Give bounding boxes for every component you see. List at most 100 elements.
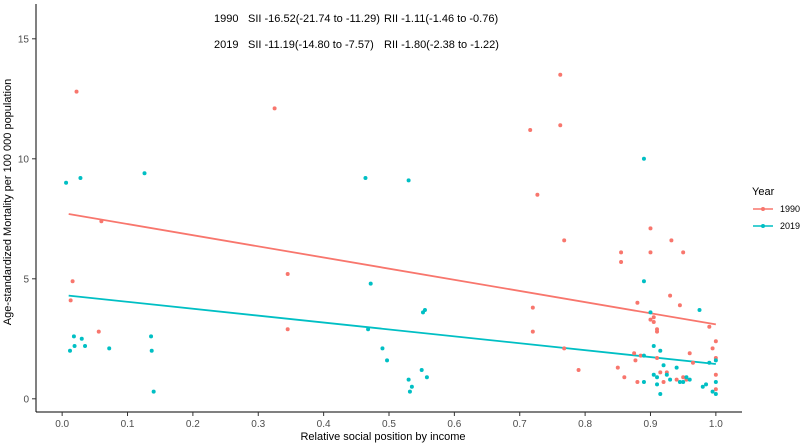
annotation-sii-2019: SII -11.19(-14.80 to -7.57) — [248, 39, 374, 51]
point-1990 — [651, 320, 656, 324]
scatter-points — [64, 72, 718, 396]
point-2019 — [83, 344, 88, 348]
point-1990 — [633, 358, 638, 363]
point-2019 — [407, 389, 412, 394]
point-1990 — [530, 305, 535, 310]
point-2019 — [71, 334, 76, 339]
legend-label-2019: 2019 — [780, 221, 800, 231]
point-2019 — [406, 377, 411, 382]
point-2019 — [641, 279, 646, 284]
y-axis: 0 5 10 15 — [18, 34, 36, 405]
point-2019 — [72, 344, 77, 348]
point-2019 — [655, 382, 660, 387]
point-1990 — [713, 387, 718, 392]
point-1990 — [648, 226, 653, 231]
point-2019 — [664, 372, 669, 377]
point-1990 — [70, 279, 75, 284]
point-1990 — [635, 300, 640, 305]
x-tick-label: 0.5 — [382, 419, 396, 430]
point-2019 — [409, 384, 414, 389]
point-1990 — [562, 238, 567, 243]
point-2019 — [422, 308, 427, 312]
x-tick-label: 0.9 — [644, 419, 658, 430]
annotation-rii-1990: RII -1.11(-1.46 to -0.76) — [384, 13, 498, 25]
point-2019 — [713, 392, 718, 396]
point-2019 — [661, 363, 666, 368]
point-1990 — [674, 377, 679, 382]
point-2019 — [684, 375, 689, 380]
x-tick-label: 1.0 — [709, 419, 723, 430]
point-2019 — [710, 389, 715, 394]
y-tick-label: 15 — [18, 34, 30, 45]
y-tick-label: 0 — [23, 394, 29, 405]
point-1990 — [638, 353, 643, 358]
point-2019 — [704, 382, 709, 387]
x-axis: 0.0 0.1 0.2 0.3 0.4 0.5 0.6 0.7 0.8 0.9 1.0 — [55, 412, 723, 430]
legend-key-point-2019 — [761, 224, 765, 228]
point-2019 — [142, 171, 147, 176]
x-tick-label: 0.1 — [121, 419, 135, 430]
point-1990 — [74, 89, 79, 94]
point-2019 — [366, 327, 371, 332]
legend: Year 1990 2019 — [752, 186, 800, 231]
point-2019 — [419, 368, 424, 372]
point-2019 — [641, 380, 646, 384]
point-1990 — [648, 250, 653, 255]
point-2019 — [713, 380, 718, 384]
point-1990 — [632, 351, 637, 356]
point-2019 — [67, 348, 72, 353]
annotation-year-1990: 1990 — [214, 13, 238, 25]
point-2019 — [681, 380, 686, 384]
point-2019 — [64, 180, 69, 185]
point-1990 — [615, 365, 620, 370]
point-2019 — [424, 375, 429, 380]
point-2019 — [697, 308, 702, 312]
point-1990 — [619, 260, 624, 264]
point-2019 — [368, 281, 373, 286]
point-2019 — [149, 334, 154, 339]
fit-line-2019 — [68, 294, 716, 365]
point-1990 — [651, 315, 656, 320]
plot-panel — [35, 4, 742, 413]
point-2019 — [79, 336, 84, 341]
point-2019 — [363, 176, 368, 180]
point-1990 — [562, 346, 567, 351]
point-1990 — [655, 356, 660, 360]
x-tick-label: 0.2 — [186, 419, 200, 430]
point-2019 — [78, 176, 83, 180]
point-2019 — [149, 348, 154, 353]
legend-label-1990: 1990 — [780, 204, 800, 214]
annotation-2019: 2019 SII -11.19(-14.80 to -7.57) RII -1.… — [214, 39, 499, 51]
point-2019 — [668, 377, 673, 382]
point-1990 — [707, 324, 712, 329]
annotation-rii-2019: RII -1.80(-2.38 to -1.22) — [384, 39, 499, 51]
legend-title: Year — [752, 186, 775, 198]
annotation-1990: 1990 SII -16.52(-21.74 to -11.29) RII -1… — [214, 13, 498, 25]
point-1990 — [535, 192, 540, 197]
point-2019 — [648, 310, 653, 315]
point-1990 — [558, 123, 563, 128]
point-1990 — [558, 72, 563, 77]
point-1990 — [710, 346, 715, 351]
point-1990 — [68, 298, 73, 303]
point-2019 — [380, 346, 385, 351]
point-1990 — [668, 293, 673, 298]
point-1990 — [658, 370, 663, 375]
annotation-year-2019: 2019 — [214, 39, 238, 51]
x-tick-label: 0.8 — [578, 419, 592, 430]
point-2019 — [151, 389, 156, 394]
point-1990 — [622, 375, 627, 380]
point-2019 — [641, 353, 646, 358]
point-2019 — [651, 344, 656, 348]
point-1990 — [528, 128, 533, 132]
fit-lines — [68, 213, 717, 365]
y-tick-label: 10 — [18, 154, 30, 165]
point-2019 — [674, 365, 679, 370]
point-2019 — [107, 346, 112, 351]
annotation-sii-1990: SII -16.52(-21.74 to -11.29) — [248, 13, 380, 25]
point-2019 — [700, 384, 705, 389]
point-2019 — [687, 377, 692, 382]
point-1990 — [690, 360, 695, 365]
fit-line-1990 — [68, 213, 717, 326]
